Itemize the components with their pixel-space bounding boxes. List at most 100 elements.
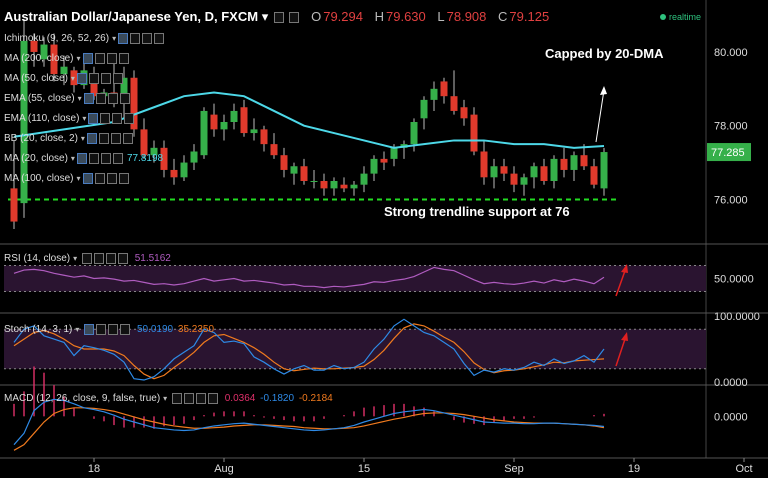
eye-icon[interactable] xyxy=(82,53,93,64)
eye-icon[interactable] xyxy=(88,113,99,124)
settings-icon[interactable] xyxy=(88,153,99,164)
candles-group xyxy=(10,18,608,229)
eye-icon[interactable] xyxy=(76,153,87,164)
ohlc-high-label: H xyxy=(374,9,384,24)
indicator-label[interactable]: EMA (55, close) xyxy=(4,93,75,105)
close-icon[interactable] xyxy=(124,113,135,124)
close-icon[interactable] xyxy=(118,173,129,184)
settings-icon[interactable] xyxy=(96,324,107,335)
chevron-down-icon[interactable]: ▾ xyxy=(112,34,117,44)
indicator-label[interactable]: Ichimoku (9, 26, 52, 26) xyxy=(4,33,110,45)
settings-icon[interactable] xyxy=(273,12,284,24)
close-icon[interactable] xyxy=(118,53,129,64)
ohlc-low-value: 78.908 xyxy=(446,9,487,24)
time-tick-label: Oct xyxy=(735,463,752,475)
close-icon[interactable] xyxy=(120,324,131,335)
chevron-down-icon[interactable]: ▾ xyxy=(82,114,87,124)
stoch-k-line xyxy=(13,318,605,381)
close-icon[interactable] xyxy=(112,153,123,164)
add-icon[interactable] xyxy=(108,324,119,335)
realtime-label: realtime xyxy=(669,12,702,22)
close-icon[interactable] xyxy=(122,133,133,144)
candle-bearish xyxy=(240,107,248,134)
ohlc-open-value: 79.294 xyxy=(323,9,363,24)
candle-bearish xyxy=(480,151,488,178)
rsi-label[interactable]: RSI (14, close) xyxy=(4,253,71,265)
settings-icon[interactable] xyxy=(95,93,106,104)
rsi-arrow-head xyxy=(621,264,628,273)
eye-icon[interactable] xyxy=(86,133,97,144)
candle-bullish xyxy=(550,158,558,181)
indicator-label[interactable]: MA (50, close) xyxy=(4,73,68,85)
settings-icon[interactable] xyxy=(94,173,105,184)
instrument-title[interactable]: Australian Dollar/Japanese Yen, D, FXCM xyxy=(4,9,259,24)
add-icon[interactable] xyxy=(106,173,117,184)
close-icon[interactable] xyxy=(207,393,218,404)
candle-bearish xyxy=(170,169,178,178)
candle-bullish xyxy=(520,177,528,185)
indicator-label[interactable]: MA (100, close) xyxy=(4,173,74,185)
add-icon[interactable] xyxy=(112,113,123,124)
settings-icon[interactable] xyxy=(130,33,141,44)
eye-icon[interactable] xyxy=(82,173,93,184)
settings-icon[interactable] xyxy=(98,133,109,144)
indicator-label[interactable]: MA (20, close) xyxy=(4,153,68,165)
settings-icon[interactable] xyxy=(94,53,105,64)
price-tick-label: 76.000 xyxy=(714,194,748,206)
candle-bearish xyxy=(10,188,18,222)
eye-icon[interactable] xyxy=(171,393,182,404)
time-tick-label: 19 xyxy=(628,463,640,475)
add-icon[interactable] xyxy=(106,53,117,64)
eye-icon[interactable] xyxy=(84,324,95,335)
chevron-down-icon[interactable]: ▾ xyxy=(70,74,75,84)
indicator-label[interactable]: EMA (110, close) xyxy=(4,113,80,125)
indicator-label[interactable]: MA (200, close) xyxy=(4,53,74,65)
add-icon[interactable] xyxy=(100,153,111,164)
indicator-label[interactable]: BB (20, close, 2) xyxy=(4,133,78,145)
add-icon[interactable] xyxy=(195,393,206,404)
add-icon[interactable] xyxy=(107,93,118,104)
capped-arrow-line xyxy=(595,89,605,143)
stoch-arrow-line xyxy=(615,335,627,367)
chevron-down-icon[interactable]: ▾ xyxy=(163,394,168,404)
chevron-down-icon[interactable]: ▾ xyxy=(75,325,80,335)
candle-bearish xyxy=(140,129,148,156)
eye-icon[interactable] xyxy=(81,253,92,264)
eye-icon[interactable] xyxy=(118,33,129,44)
close-icon[interactable] xyxy=(117,253,128,264)
close-icon[interactable] xyxy=(112,73,123,84)
chevron-down-icon[interactable]: ▾ xyxy=(77,94,82,104)
indicator-legend-row: MA (50, close) ▾ xyxy=(4,73,123,84)
eye-icon[interactable] xyxy=(83,93,94,104)
close-icon[interactable] xyxy=(289,12,300,24)
add-icon[interactable] xyxy=(100,73,111,84)
candle-bearish xyxy=(500,166,508,174)
close-icon[interactable] xyxy=(119,93,130,104)
add-icon[interactable] xyxy=(110,133,121,144)
chevron-down-icon[interactable]: ▾ xyxy=(76,174,81,184)
settings-icon[interactable] xyxy=(183,393,194,404)
rsi-value: 51.5162 xyxy=(134,253,171,265)
chevron-down-icon[interactable]: ▾ xyxy=(76,54,81,64)
chevron-down-icon[interactable]: ▾ xyxy=(80,134,85,144)
ohlc-close-label: C xyxy=(498,9,508,24)
chevron-down-icon[interactable]: ▾ xyxy=(258,9,269,24)
eye-icon[interactable] xyxy=(76,73,87,84)
candle-bullish xyxy=(410,122,418,145)
macd-label[interactable]: MACD (12, 26, close, 9, false, true) xyxy=(4,393,161,405)
annotation-support: Strong trendline support at 76 xyxy=(384,204,570,219)
settings-icon[interactable] xyxy=(93,253,104,264)
close-icon[interactable] xyxy=(154,33,165,44)
add-icon[interactable] xyxy=(105,253,116,264)
candle-bullish xyxy=(530,166,538,178)
settings-icon[interactable] xyxy=(88,73,99,84)
candle-bullish xyxy=(120,77,128,97)
candle-bearish xyxy=(450,96,458,111)
macd-legend: MACD (12, 26, close, 9, false, true) ▾ 0.… xyxy=(4,393,333,404)
settings-icon[interactable] xyxy=(100,113,111,124)
chevron-down-icon[interactable]: ▾ xyxy=(70,154,75,164)
stoch-label[interactable]: Stoch (14, 3, 1) xyxy=(4,324,73,336)
add-icon[interactable] xyxy=(142,33,153,44)
candle-bearish xyxy=(460,107,468,119)
chevron-down-icon[interactable]: ▾ xyxy=(73,254,78,264)
